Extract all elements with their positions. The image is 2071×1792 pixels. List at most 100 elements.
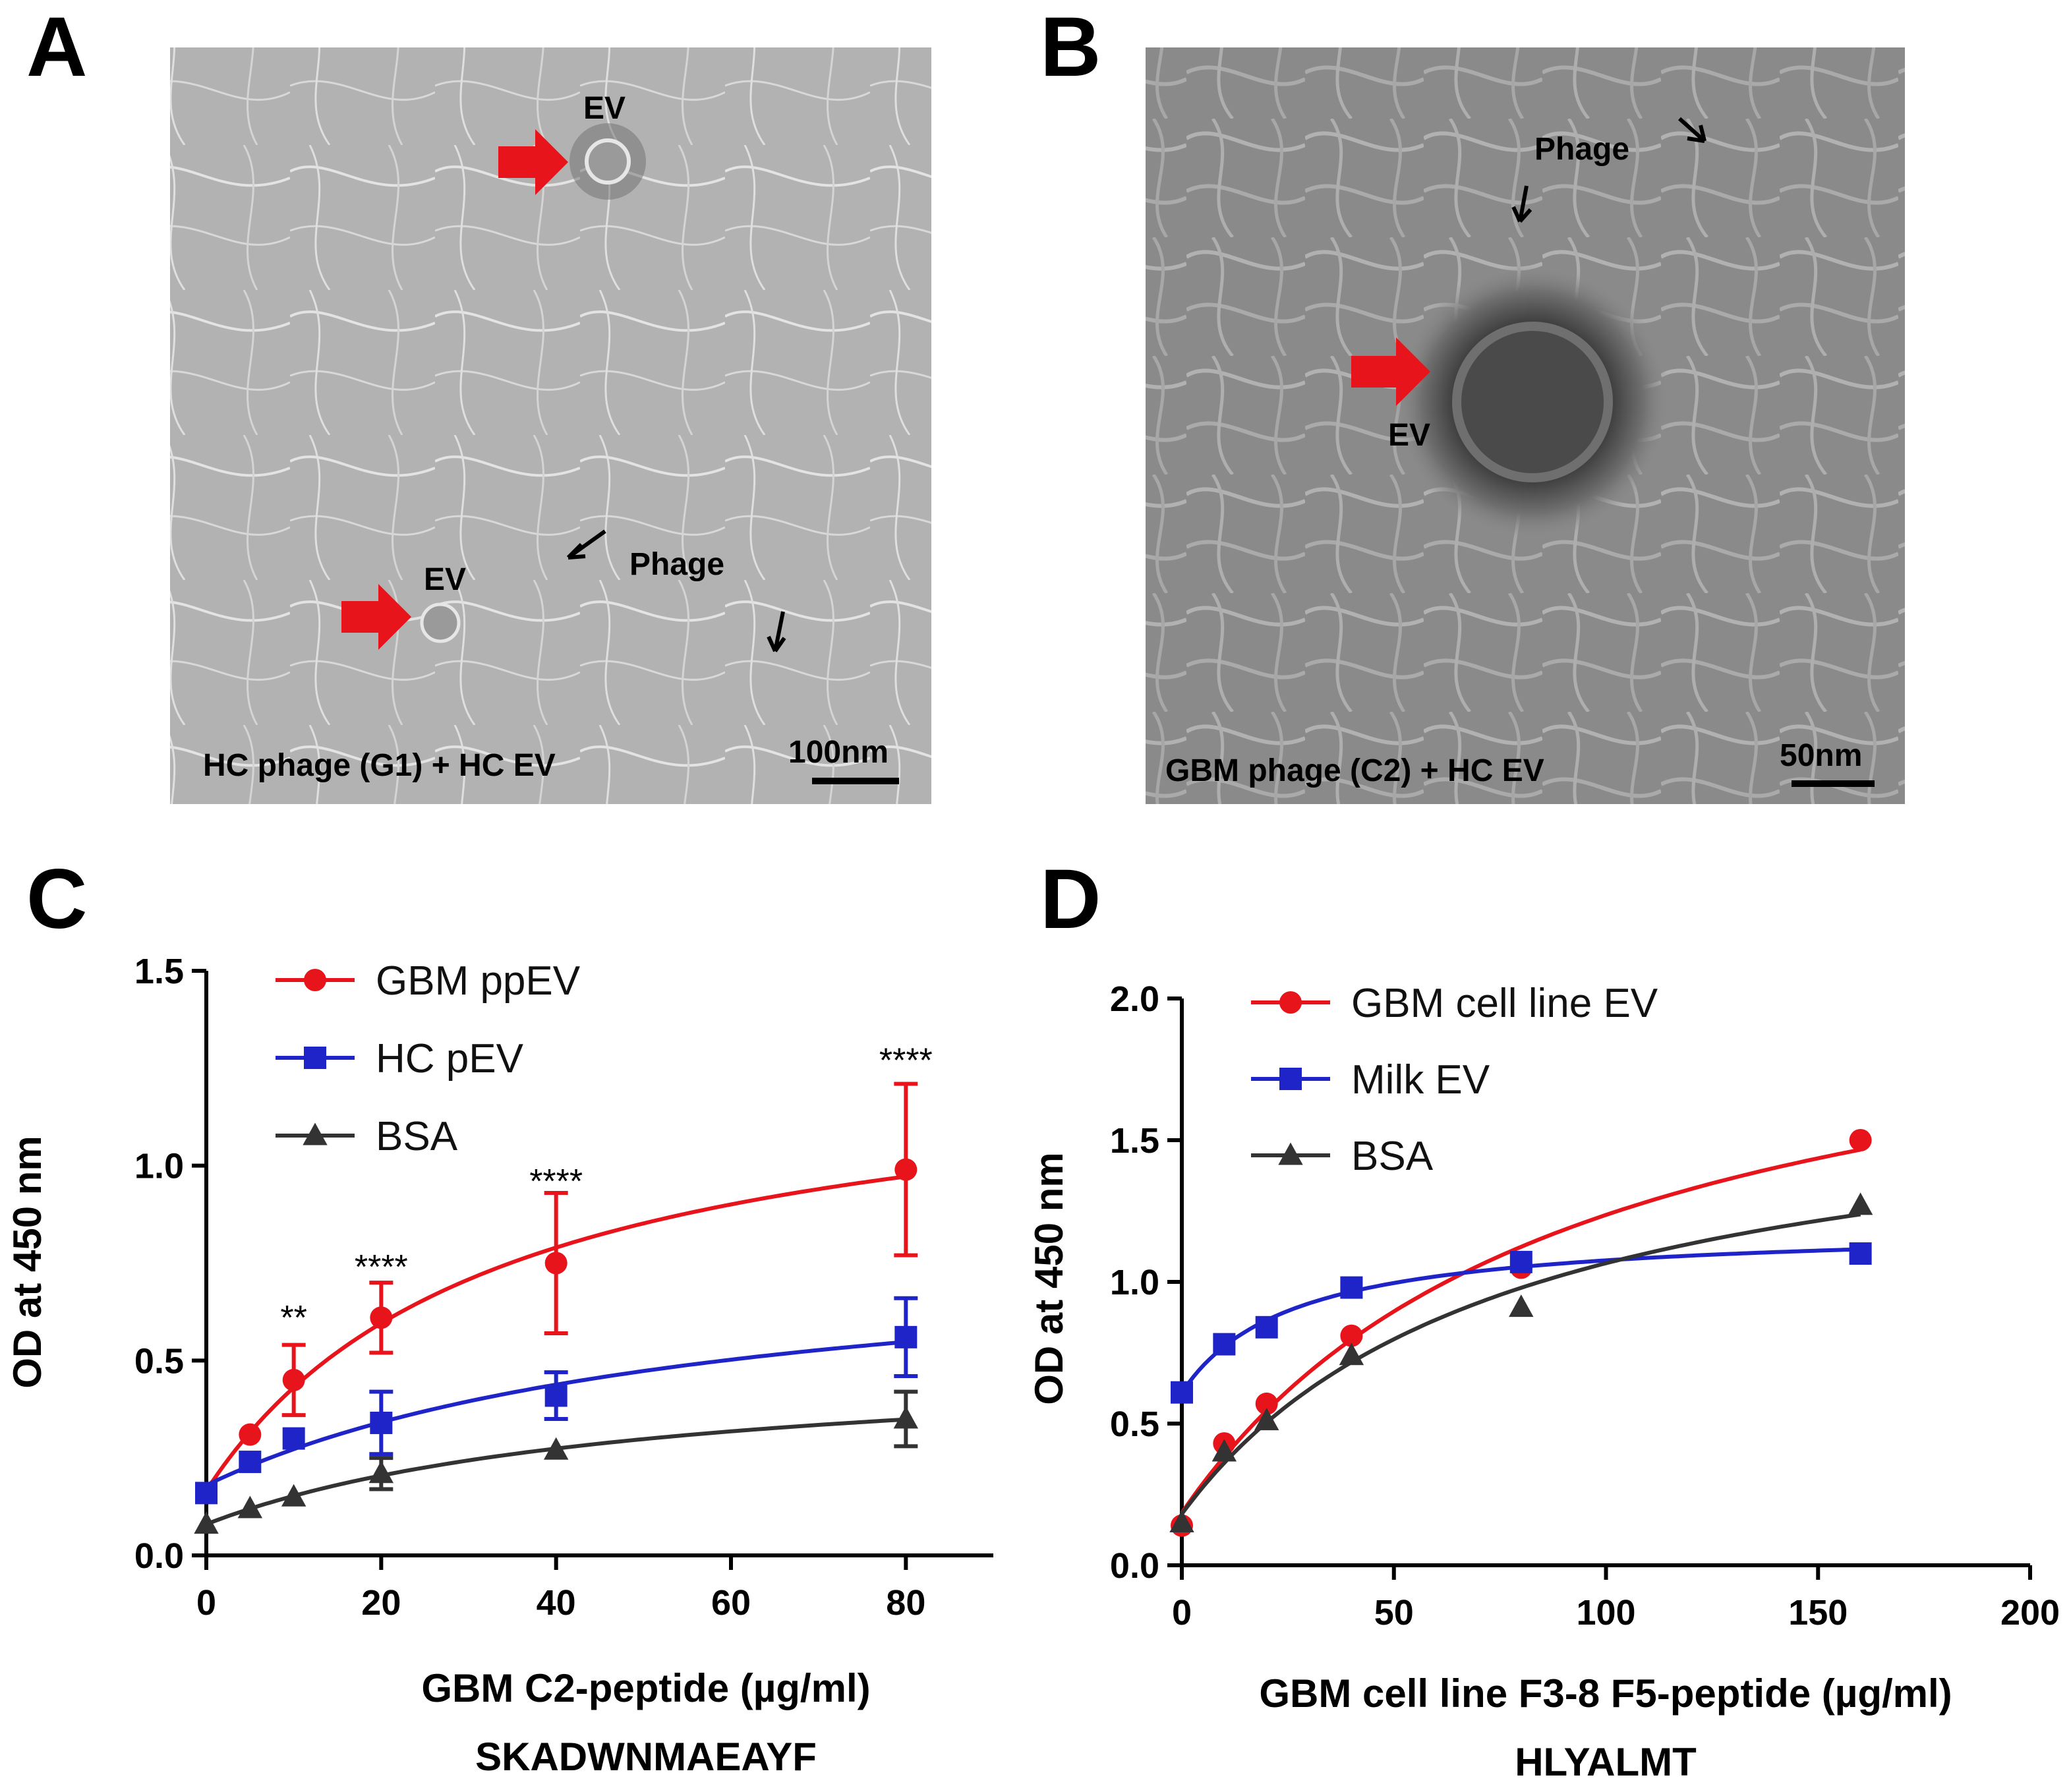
y-tick-label: 1.0 [1110, 1263, 1159, 1302]
panel-letter-b: B [1040, 0, 1101, 94]
legend-label: GBM cell line EV [1351, 981, 1658, 1026]
legend-marker [304, 969, 326, 991]
y-tick-label: 0.5 [1110, 1404, 1159, 1444]
micrograph-a-caption: HC phage (G1) + HC EV [203, 748, 556, 783]
x-tick-label: 150 [1788, 1593, 1848, 1633]
data-point [239, 1423, 262, 1446]
y-tick-label: 0.0 [134, 1536, 184, 1576]
data-point [544, 1384, 568, 1407]
significance-annotation: **** [529, 1163, 583, 1201]
ev-vesicle-core [1452, 322, 1613, 482]
chart-d-ylabel: OD at 450 nm [1027, 1152, 1071, 1404]
data-point [543, 1437, 569, 1460]
chart-d-xlabel2: HLYALMT [1515, 1740, 1697, 1784]
chart-d: 0.0 0.5 1.0 1.5 2.0 0 50 100 150 200 GBM cell line… [1110, 979, 2060, 1633]
data-point [1848, 1192, 1873, 1215]
legend-label: BSA [376, 1114, 458, 1159]
data-point [370, 1411, 393, 1434]
data-point [894, 1325, 918, 1348]
series-bsa [194, 1389, 919, 1534]
y-tick-label: 1.5 [134, 952, 184, 991]
ev-label: EV [1388, 418, 1430, 453]
significance-annotation: **** [355, 1248, 408, 1286]
y-tick-label: 0.0 [1110, 1546, 1159, 1586]
scalebar-b-label: 50nm [1780, 738, 1862, 773]
ev-vesicle-bottom [420, 602, 461, 643]
ev-label-top: EV [583, 91, 626, 126]
fit-curve [205, 1417, 906, 1526]
data-point [1255, 1315, 1278, 1339]
series-hc-pev [195, 1296, 918, 1505]
data-point [1849, 1129, 1872, 1151]
data-point [1255, 1392, 1278, 1415]
data-point [1849, 1242, 1872, 1265]
red-arrow-icon [341, 584, 411, 650]
red-arrow-icon [1351, 337, 1430, 406]
data-point [281, 1484, 306, 1507]
data-point [893, 1406, 919, 1429]
data-point [1509, 1250, 1532, 1273]
legend-marker [304, 1047, 326, 1069]
data-point [1340, 1276, 1363, 1299]
data-point [1339, 1343, 1364, 1366]
panel-d: D 0.0 0.5 1.0 1.5 2.0 0 50 100 150 200 GBM cell li… [1027, 852, 2060, 1784]
data-point [195, 1482, 218, 1505]
significance-annotation: **** [879, 1042, 933, 1080]
x-tick-label: 40 [537, 1583, 576, 1623]
legend-marker [1279, 991, 1302, 1014]
legend-label: BSA [1351, 1134, 1434, 1179]
red-arrow-icon [498, 129, 568, 195]
panel-letter-d: D [1040, 852, 1101, 946]
x-tick-label: 60 [711, 1583, 751, 1623]
x-tick-label: 50 [1374, 1593, 1414, 1633]
data-point [370, 1306, 393, 1329]
black-arrow-icon [1511, 185, 1532, 223]
panel-letter-a: A [26, 0, 87, 94]
data-point [368, 1460, 394, 1484]
data-point [282, 1427, 305, 1450]
data-point [1509, 1294, 1534, 1317]
y-tick-label: 1.0 [134, 1147, 184, 1186]
data-point [1213, 1333, 1236, 1356]
series-milk-ev [1171, 1242, 1872, 1404]
fit-curve [1180, 1212, 1861, 1515]
x-tick-label: 0 [1172, 1593, 1192, 1633]
legend-marker [1279, 1068, 1302, 1090]
data-point [1171, 1381, 1193, 1404]
significance-annotation: ** [280, 1299, 306, 1337]
micrograph-b-caption: GBM phage (C2) + HC EV [1165, 753, 1544, 788]
series-bsa [1169, 1192, 1873, 1532]
scalebar-a-label: 100nm [788, 735, 889, 770]
panel-b: B EV Phage GBM phage (C2) + HC EV 50nm [1040, 0, 1905, 804]
legend-label: Milk EV [1351, 1057, 1490, 1103]
legend-marker [303, 1122, 328, 1145]
x-tick-label: 200 [2000, 1593, 2060, 1633]
phage-label: Phage [629, 547, 724, 582]
chart-c-xlabel: GBM C2-peptide (µg/ml) [421, 1666, 870, 1710]
y-tick-label: 2.0 [1110, 979, 1159, 1019]
x-tick-label: 20 [361, 1583, 401, 1623]
scalebar-b [1792, 780, 1875, 787]
data-point [1254, 1408, 1279, 1431]
black-arrow-icon [566, 529, 606, 560]
fit-curve [1180, 1147, 1861, 1515]
data-point [894, 1158, 918, 1181]
ev-label-bottom: EV [424, 562, 466, 597]
data-point [194, 1511, 219, 1534]
panel-a: A EV EV Phage HC phage (G1) + HC EV 100n… [26, 0, 931, 804]
black-arrow-icon [767, 611, 786, 652]
legend-label: HC pEV [376, 1036, 524, 1082]
x-tick-label: 80 [886, 1583, 925, 1623]
y-tick-label: 0.5 [134, 1341, 184, 1381]
data-point [1169, 1509, 1194, 1532]
data-point [239, 1451, 262, 1474]
data-point [544, 1252, 568, 1275]
legend-label: GBM ppEV [376, 958, 581, 1004]
panel-letter-c: C [26, 852, 87, 946]
x-tick-label: 0 [196, 1583, 216, 1623]
chart-c: 0.0 0.5 1.0 1.5 0 20 40 60 80 GBM ppEV HC pEV BSA **… [134, 952, 993, 1623]
data-point [1211, 1439, 1237, 1462]
phage-label: Phage [1534, 132, 1629, 167]
black-arrow-icon [1677, 117, 1706, 143]
